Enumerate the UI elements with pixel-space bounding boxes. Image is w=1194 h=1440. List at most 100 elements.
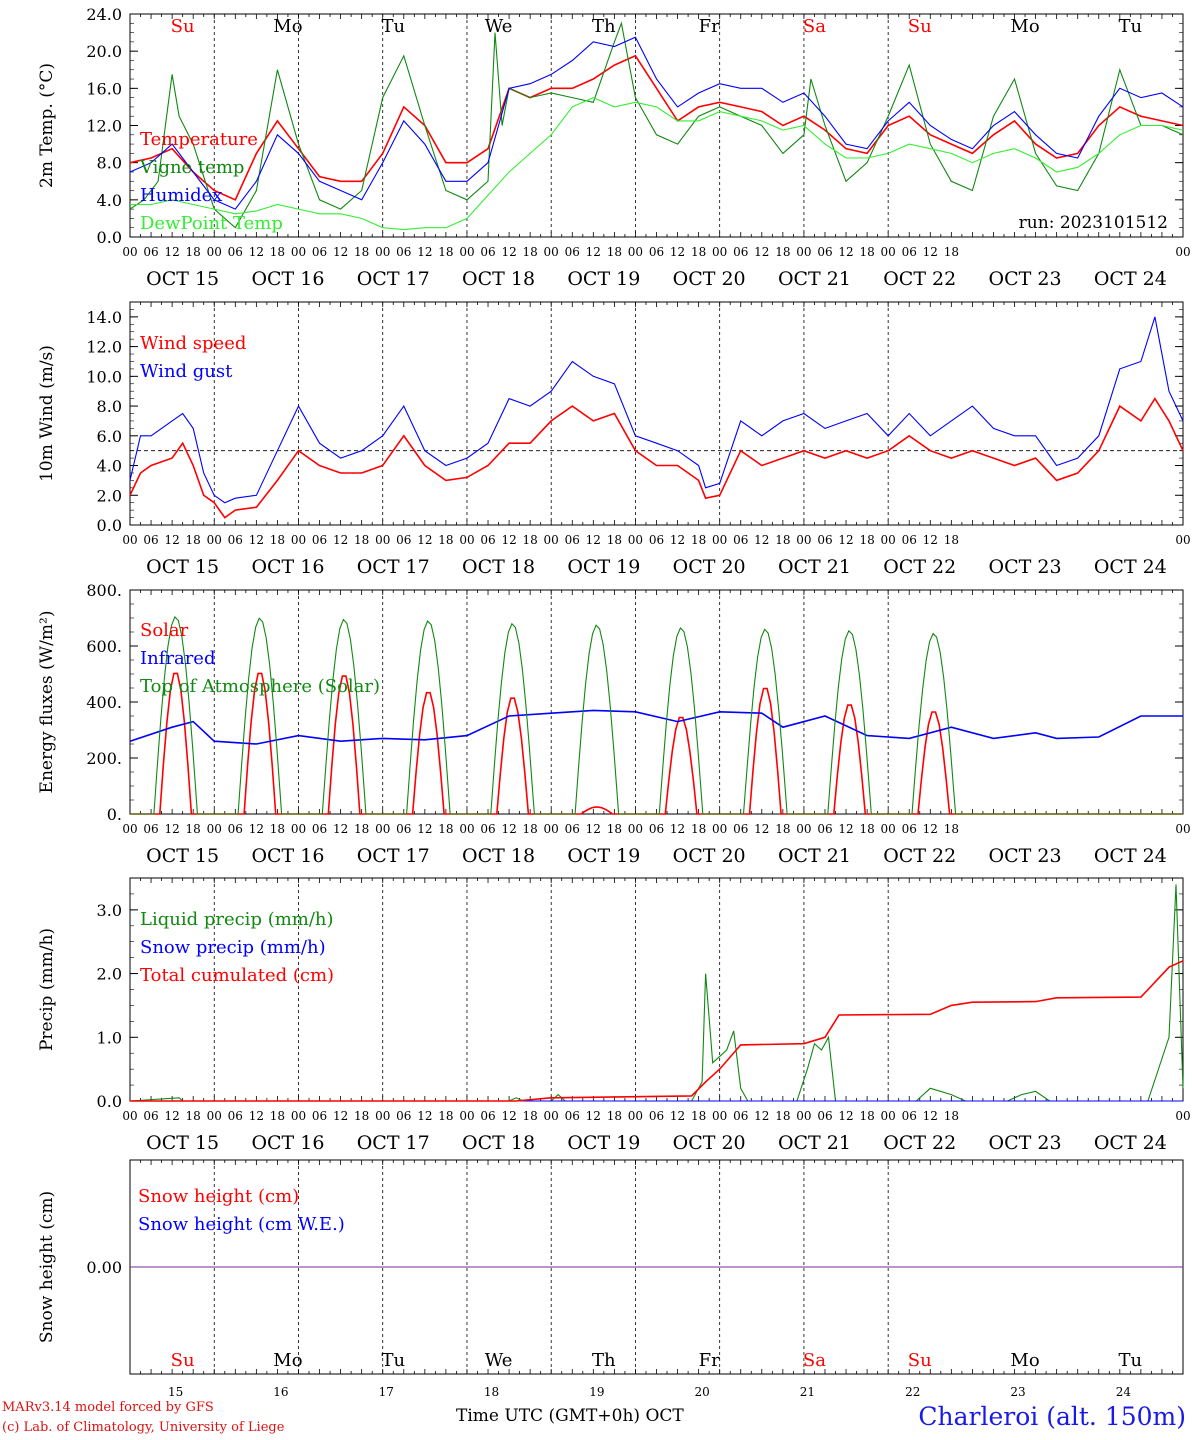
- y-tick-label: 12.0: [86, 338, 122, 357]
- day-number-label: 18: [484, 1385, 499, 1399]
- date-label: OCT 20: [673, 556, 746, 578]
- hour-tick-label: 06: [396, 1109, 411, 1123]
- hour-tick-label: 06: [565, 533, 580, 547]
- hour-tick-label: 06: [733, 1109, 748, 1123]
- hour-tick-label: 06: [565, 822, 580, 836]
- hour-tick-label: 06: [733, 822, 748, 836]
- hour-tick-label: 18: [859, 822, 874, 836]
- hour-tick-label: 18: [438, 1109, 453, 1123]
- hour-tick-label: 00: [207, 1109, 222, 1123]
- hour-tick-label: 18: [438, 822, 453, 836]
- date-label: OCT 22: [883, 268, 956, 290]
- y-tick-label: 800.: [86, 581, 122, 600]
- hour-tick-label: 06: [902, 245, 917, 259]
- date-label: OCT 20: [673, 268, 746, 290]
- hour-tick-label: 12: [417, 245, 432, 259]
- day-number-label: 15: [168, 1385, 183, 1399]
- day-number-label: 23: [1010, 1385, 1025, 1399]
- hour-tick-label: 00: [122, 245, 137, 259]
- hour-tick-label: 00: [628, 1109, 643, 1123]
- y-tick-label: 6.0: [97, 427, 122, 446]
- hour-tick-label: 12: [670, 533, 685, 547]
- hour-tick-label: 18: [859, 245, 874, 259]
- x-axis-label: Time UTC (GMT+0h) OCT: [456, 1406, 684, 1426]
- date-label: OCT 21: [778, 268, 851, 290]
- hour-tick-label: 06: [312, 533, 327, 547]
- hour-tick-label: 00: [459, 1109, 474, 1123]
- series-line-dewpoint-temp: [130, 96, 1184, 231]
- hour-tick-label: 18: [859, 533, 874, 547]
- weekday-label-top: Tu: [381, 16, 405, 37]
- y-axis-label: Precip (mm/h): [37, 928, 57, 1051]
- hour-tick-label: 00: [712, 533, 727, 547]
- weekday-label-bottom: Mo: [273, 1350, 302, 1371]
- hour-tick-label: 12: [754, 822, 769, 836]
- date-label: OCT 18: [462, 556, 535, 578]
- date-label: OCT 23: [989, 556, 1062, 578]
- series-line-temperature: [129, 54, 1184, 201]
- hour-tick-label: 18: [607, 822, 622, 836]
- hour-tick-label: 06: [817, 1109, 832, 1123]
- hour-tick-label: 00: [291, 1109, 306, 1123]
- y-tick-label: 2.0: [97, 486, 122, 505]
- y-tick-label: 24.0: [86, 5, 122, 24]
- date-label: OCT 18: [462, 1132, 535, 1154]
- hour-tick-label: 06: [480, 245, 495, 259]
- hour-tick-label: 06: [902, 533, 917, 547]
- hour-tick-label: 12: [586, 822, 601, 836]
- hour-tick-label: 18: [944, 245, 959, 259]
- hour-tick-label: 06: [817, 822, 832, 836]
- hour-tick-label: 18: [691, 1109, 706, 1123]
- hour-tick-label: 00: [291, 533, 306, 547]
- hour-tick-label: 06: [649, 533, 664, 547]
- y-tick-label: 2.0: [97, 965, 122, 984]
- hour-tick-label: 00: [375, 533, 390, 547]
- weekday-label-bottom: Tu: [1119, 1350, 1143, 1371]
- hour-tick-label: 06: [733, 245, 748, 259]
- hour-tick-label: 06: [480, 1109, 495, 1123]
- hour-tick-label: 12: [501, 1109, 516, 1123]
- hour-tick-label: 12: [754, 533, 769, 547]
- day-number-label: 17: [379, 1385, 394, 1399]
- hour-tick-label: 18: [607, 245, 622, 259]
- day-number-label: 16: [273, 1385, 288, 1399]
- y-tick-label: 200.: [86, 749, 122, 768]
- weekday-label-top: Mo: [1010, 16, 1039, 37]
- weekday-label-bottom: Su: [171, 1350, 195, 1371]
- weekday-label-top: Su: [908, 16, 932, 37]
- hour-tick-label: 12: [164, 245, 179, 259]
- panel-frame: [129, 13, 1184, 238]
- date-label: OCT 17: [357, 845, 430, 867]
- model-credit: MARv3.14 model forced by GFS: [2, 1400, 214, 1415]
- legend-entry: DewPoint Temp: [140, 213, 283, 234]
- hour-tick-label: 18: [944, 822, 959, 836]
- y-axis-label: 10m Wind (m/s): [37, 345, 57, 482]
- hour-tick-label: 06: [733, 533, 748, 547]
- hour-tick-label: 12: [417, 1109, 432, 1123]
- hour-tick-label: 12: [754, 1109, 769, 1123]
- hour-tick-label: 06: [649, 245, 664, 259]
- hour-tick-label: 18: [691, 245, 706, 259]
- hour-tick-label: 00: [881, 822, 896, 836]
- hour-tick-label: 06: [649, 822, 664, 836]
- y-tick-label: 3.0: [97, 901, 122, 920]
- hour-tick-label: 12: [164, 533, 179, 547]
- date-label: OCT 20: [673, 1132, 746, 1154]
- panel-5: [129, 1159, 1184, 1375]
- date-label: OCT 23: [989, 268, 1062, 290]
- hour-tick-label: 12: [838, 822, 853, 836]
- hour-tick-label: 00: [1175, 1109, 1190, 1123]
- weekday-label-bottom: Th: [592, 1350, 616, 1371]
- hour-tick-label: 06: [228, 1109, 243, 1123]
- weekday-label-top: We: [485, 16, 513, 37]
- y-tick-label: 8.0: [97, 397, 122, 416]
- hour-tick-label: 12: [586, 1109, 601, 1123]
- y-tick-label: 0.: [107, 805, 122, 824]
- date-label: OCT 22: [883, 1132, 956, 1154]
- y-tick-label: 16.0: [86, 79, 122, 98]
- weekday-label-bottom: Tu: [381, 1350, 405, 1371]
- y-tick-label: 1.0: [97, 1028, 122, 1047]
- hour-tick-label: 12: [501, 533, 516, 547]
- hour-tick-label: 12: [333, 533, 348, 547]
